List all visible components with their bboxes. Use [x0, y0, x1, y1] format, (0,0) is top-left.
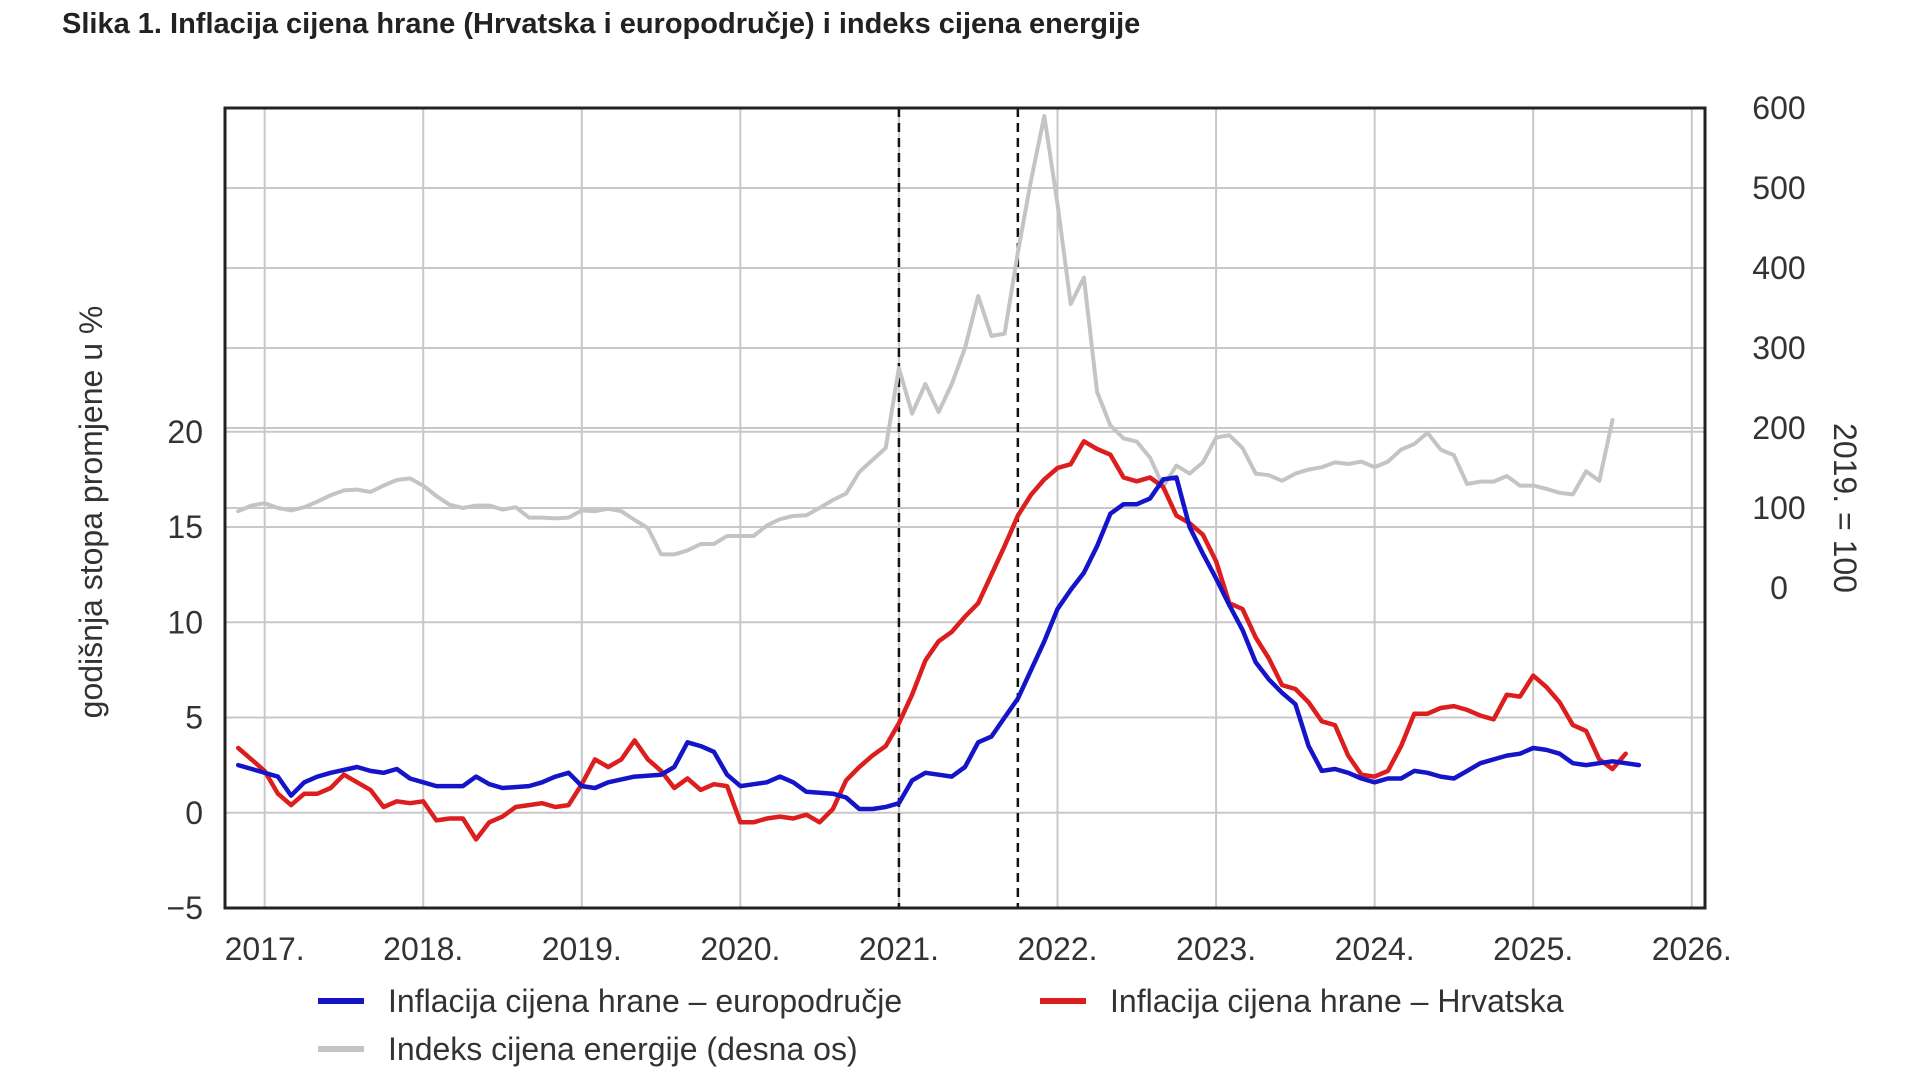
x-axis-ticks: 2017. 2018. 2019. 2020. 2021. 2022. 2023. 2024.…	[225, 931, 1732, 967]
right-tick-label: 400	[1752, 250, 1805, 286]
horizontal-gridlines	[225, 187, 1705, 814]
right-tick-label: 600	[1752, 90, 1805, 126]
legend-label: Inflacija cijena hrane – europodručje	[388, 983, 902, 1019]
legend-item-croatia: Inflacija cijena hrane – Hrvatska	[1040, 983, 1564, 1019]
legend-item-euro-area: Inflacija cijena hrane – europodručje	[318, 983, 902, 1019]
series-lines	[235, 114, 1642, 842]
right-tick-label: 100	[1752, 490, 1805, 526]
x-tick-label: 2017.	[225, 931, 305, 967]
figure-title: Slika 1. Inflacija cijena hrane (Hrvatsk…	[62, 8, 1141, 40]
right-tick-label: 200	[1752, 410, 1805, 446]
right-axis-ticks: 0 100 200 300 400 500 600	[1752, 90, 1805, 606]
legend: Inflacija cijena hrane – europodručje Inf…	[318, 983, 1564, 1067]
right-tick-label: 300	[1752, 330, 1805, 366]
series-line-croatia	[235, 439, 1628, 842]
series-line-euro-area	[235, 475, 1642, 812]
left-axis-ticks: −5 0 5 10 15 20	[167, 414, 203, 926]
x-tick-label: 2021.	[859, 931, 939, 967]
left-tick-label: 0	[185, 795, 203, 831]
x-tick-label: 2024.	[1335, 931, 1415, 967]
x-tick-label: 2022.	[1017, 931, 1097, 967]
legend-label: Inflacija cijena hrane – Hrvatska	[1110, 983, 1564, 1019]
x-tick-label: 2019.	[542, 931, 622, 967]
right-tick-label: 500	[1752, 170, 1805, 206]
left-tick-label: −5	[167, 890, 203, 926]
left-tick-label: 20	[167, 414, 203, 450]
vertical-markers	[897, 108, 1020, 908]
left-tick-label: 10	[167, 604, 203, 640]
x-tick-label: 2026.	[1652, 931, 1732, 967]
x-tick-label: 2020.	[700, 931, 780, 967]
x-tick-label: 2023.	[1176, 931, 1256, 967]
left-tick-label: 15	[167, 509, 203, 545]
series-line-energy-index	[236, 114, 1615, 557]
right-axis-label: 2019. = 100	[1827, 423, 1863, 593]
legend-item-energy-index: Indeks cijena energije (desna os)	[318, 1031, 858, 1067]
left-tick-label: 5	[185, 700, 203, 736]
plot-frame	[223, 106, 1707, 910]
right-tick-label: 0	[1770, 570, 1788, 606]
legend-label: Indeks cijena energije (desna os)	[388, 1031, 858, 1067]
x-tick-label: 2025.	[1493, 931, 1573, 967]
x-tick-label: 2018.	[383, 931, 463, 967]
left-axis-label: godišnja stopa promjene u %	[73, 306, 109, 719]
